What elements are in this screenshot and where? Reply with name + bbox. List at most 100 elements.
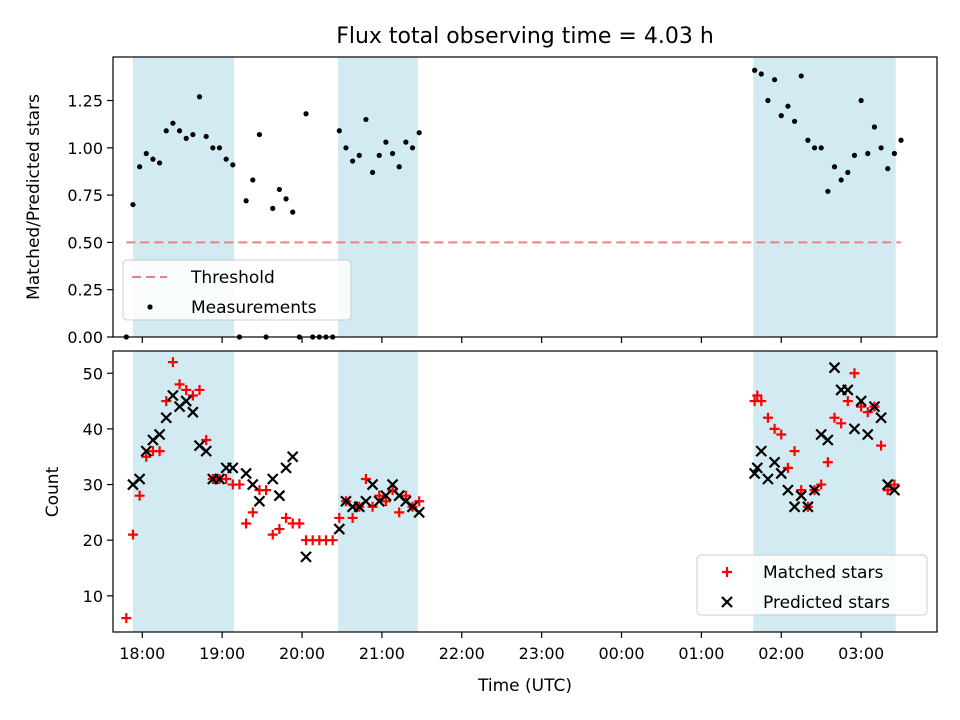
y-tick-label: 10 xyxy=(83,587,103,606)
x-tick-label: 20:00 xyxy=(279,644,325,663)
predicted-point xyxy=(246,478,259,491)
predicted-point xyxy=(273,489,286,502)
matched-point xyxy=(360,473,371,484)
measurement-point xyxy=(143,150,149,157)
predicted-point xyxy=(187,406,199,418)
measurement-point xyxy=(243,198,249,204)
measurement-point xyxy=(290,209,296,215)
matched-point xyxy=(241,518,252,529)
matched-point xyxy=(181,384,192,395)
measurement-point xyxy=(303,111,309,117)
matched-point xyxy=(367,501,378,512)
matched-point xyxy=(380,496,391,507)
matched-point xyxy=(247,507,258,518)
matched-point xyxy=(789,446,800,457)
matched-point xyxy=(161,396,172,407)
predicted-point xyxy=(300,551,312,563)
matched-point xyxy=(400,490,411,501)
measurement-point xyxy=(898,137,904,143)
predicted-point xyxy=(802,501,814,513)
predicted-point xyxy=(888,484,901,496)
y-tick-label: 1.25 xyxy=(67,92,103,111)
matched-point xyxy=(327,535,338,546)
y-tick-label: 20 xyxy=(83,531,103,550)
predicted-point xyxy=(822,434,834,446)
y-tick-label: 0.00 xyxy=(67,328,103,347)
matched-point xyxy=(862,407,873,418)
predicted-point xyxy=(240,467,252,480)
legend-measurement-swatch xyxy=(147,304,153,310)
matched-point xyxy=(796,485,807,496)
matched-point xyxy=(201,435,212,446)
measurement-point xyxy=(230,162,236,168)
matched-point xyxy=(127,529,138,540)
legend-box xyxy=(122,259,352,321)
measurement-point xyxy=(845,169,851,176)
x-tick-label: 03:00 xyxy=(838,644,884,663)
matched-point xyxy=(822,457,833,468)
matched-point xyxy=(174,379,185,390)
measurement-point xyxy=(270,205,276,211)
measurement-point xyxy=(223,156,229,162)
bottom-panel: 10 20 30 40 50 18:00 19:00 20:00 21:00 22:00 23:00… xyxy=(83,350,938,663)
predicted-point xyxy=(762,473,774,485)
measurement-point xyxy=(256,131,263,138)
matched-point xyxy=(752,390,763,401)
measurement-point xyxy=(811,145,818,151)
measurement-point xyxy=(196,94,203,100)
y-tick-label: 0.25 xyxy=(67,281,103,300)
measurement-point xyxy=(130,201,136,208)
y-tick-label: 30 xyxy=(83,476,103,495)
legend-label: Matched stars xyxy=(763,563,883,583)
predicted-point xyxy=(795,489,807,502)
predicted-point xyxy=(360,495,372,508)
x-tick-label: 02:00 xyxy=(758,644,804,663)
matched-point xyxy=(121,613,132,624)
x-tick-label: 00:00 xyxy=(598,644,644,663)
matched-point xyxy=(167,357,178,368)
matched-point xyxy=(194,384,205,395)
matched-point xyxy=(387,485,398,496)
predicted-point xyxy=(751,462,764,474)
predicted-point xyxy=(153,428,166,441)
matched-point xyxy=(756,396,767,407)
measurement-point xyxy=(170,120,176,126)
y-tick-label: 40 xyxy=(83,420,103,439)
matched-point xyxy=(849,368,860,379)
top-y-axis-label: Matched/Predicted stars xyxy=(24,94,44,300)
measurement-point xyxy=(758,71,764,77)
measurement-point xyxy=(176,128,183,134)
predicted-point xyxy=(380,489,392,502)
measurement-point xyxy=(210,145,216,151)
matched-point xyxy=(234,479,245,490)
matched-point xyxy=(414,496,425,507)
shaded-interval xyxy=(132,351,235,632)
measurement-point xyxy=(416,130,422,136)
chart-title: Flux total observing time = 4.03 h xyxy=(336,24,714,49)
predicted-point xyxy=(848,423,861,435)
measurement-point xyxy=(791,118,798,124)
matched-point xyxy=(347,512,358,523)
matched-point xyxy=(294,518,305,529)
measurement-point xyxy=(752,67,758,73)
matched-point xyxy=(394,507,405,518)
measurement-point xyxy=(403,139,409,145)
measurement-point xyxy=(778,113,784,119)
matched-point xyxy=(876,440,887,451)
legend-label: Measurements xyxy=(191,298,317,318)
measurement-point xyxy=(163,128,169,134)
measurement-point xyxy=(350,158,356,164)
measurement-point xyxy=(336,128,342,134)
measurement-point xyxy=(190,131,196,138)
measurement-point xyxy=(878,145,884,151)
x-axis-label: Time (UTC) xyxy=(477,676,572,696)
matched-point xyxy=(856,401,867,412)
predicted-point xyxy=(842,384,854,396)
matched-point xyxy=(842,396,853,407)
x-tick-label: 19:00 xyxy=(199,644,245,663)
x-tick-label: 21:00 xyxy=(359,644,405,663)
predicted-point xyxy=(253,495,266,508)
measurement-point xyxy=(765,97,771,104)
y-tick-label: 0.75 xyxy=(67,186,103,205)
matched-point xyxy=(154,446,165,457)
